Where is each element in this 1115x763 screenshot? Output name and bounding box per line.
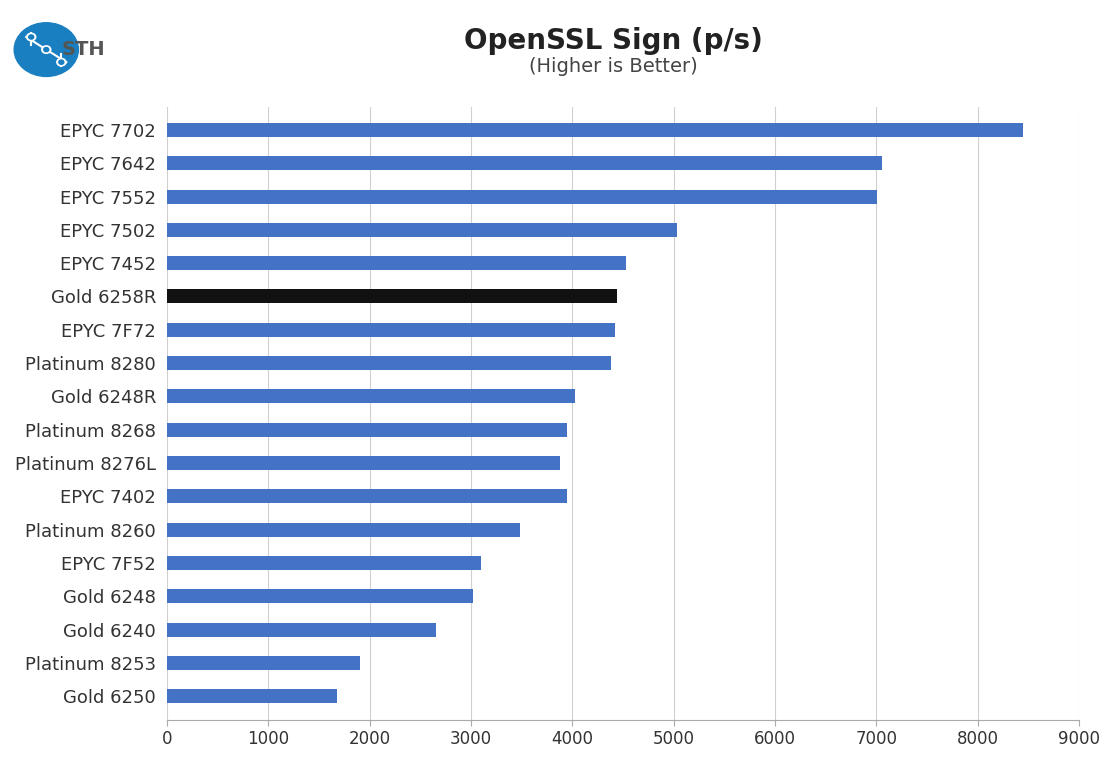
Circle shape (59, 60, 64, 64)
Bar (167, 523, 520, 536)
Bar (167, 223, 677, 237)
Bar (167, 389, 575, 404)
Circle shape (29, 35, 33, 39)
Bar (167, 189, 878, 204)
Bar (167, 123, 1024, 137)
Circle shape (57, 59, 66, 66)
Bar (167, 556, 482, 570)
Text: OpenSSL Sign (p/s): OpenSSL Sign (p/s) (464, 27, 763, 55)
Bar (167, 656, 360, 670)
Bar (167, 289, 617, 304)
Circle shape (41, 46, 51, 53)
Bar (167, 689, 338, 703)
Circle shape (14, 23, 78, 76)
Bar (167, 623, 436, 636)
Bar (167, 589, 473, 604)
Bar (167, 423, 568, 436)
Circle shape (43, 47, 49, 52)
Circle shape (27, 34, 36, 40)
Bar (167, 256, 627, 270)
Bar (167, 489, 568, 504)
Text: (Higher is Better): (Higher is Better) (529, 57, 698, 76)
Bar (167, 156, 882, 170)
Bar (167, 323, 615, 336)
Text: STH: STH (61, 40, 105, 59)
Bar (167, 356, 611, 370)
Bar (167, 456, 560, 470)
